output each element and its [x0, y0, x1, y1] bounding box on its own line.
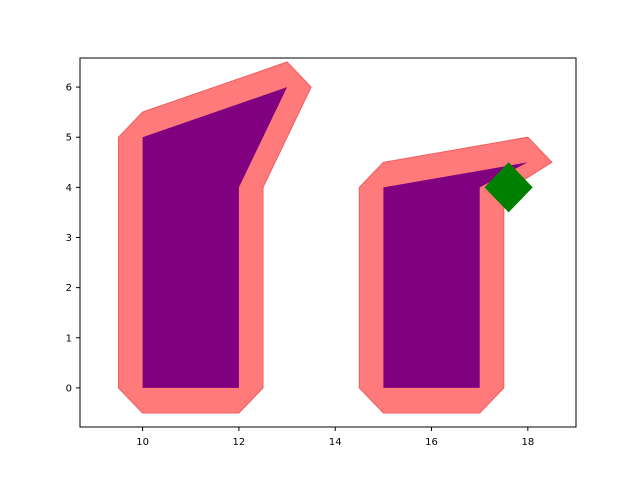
chart-shapes — [118, 61, 553, 414]
y-tick-label: 3 — [66, 233, 72, 244]
x-tick-label: 10 — [136, 437, 149, 448]
y-tick-label: 2 — [66, 283, 72, 294]
x-tick-label: 12 — [233, 437, 246, 448]
y-tick-label: 5 — [66, 133, 72, 144]
polygon-shape-3 — [383, 162, 528, 388]
x-tick-label: 18 — [521, 437, 534, 448]
y-tick-label: 6 — [66, 83, 72, 94]
x-tick-label: 14 — [329, 437, 342, 448]
x-axis: 10 12 14 16 18 — [136, 427, 534, 448]
marker-shape-4 — [484, 162, 533, 213]
axes-frame — [79, 57, 577, 428]
y-tick-label: 1 — [66, 333, 72, 344]
y-tick-label: 4 — [66, 183, 72, 194]
y-tick-label: 0 — [66, 383, 72, 394]
x-tick-label: 16 — [425, 437, 438, 448]
polygon-shape-1 — [142, 87, 288, 388]
y-axis: 0 1 2 3 4 5 6 — [66, 83, 80, 394]
